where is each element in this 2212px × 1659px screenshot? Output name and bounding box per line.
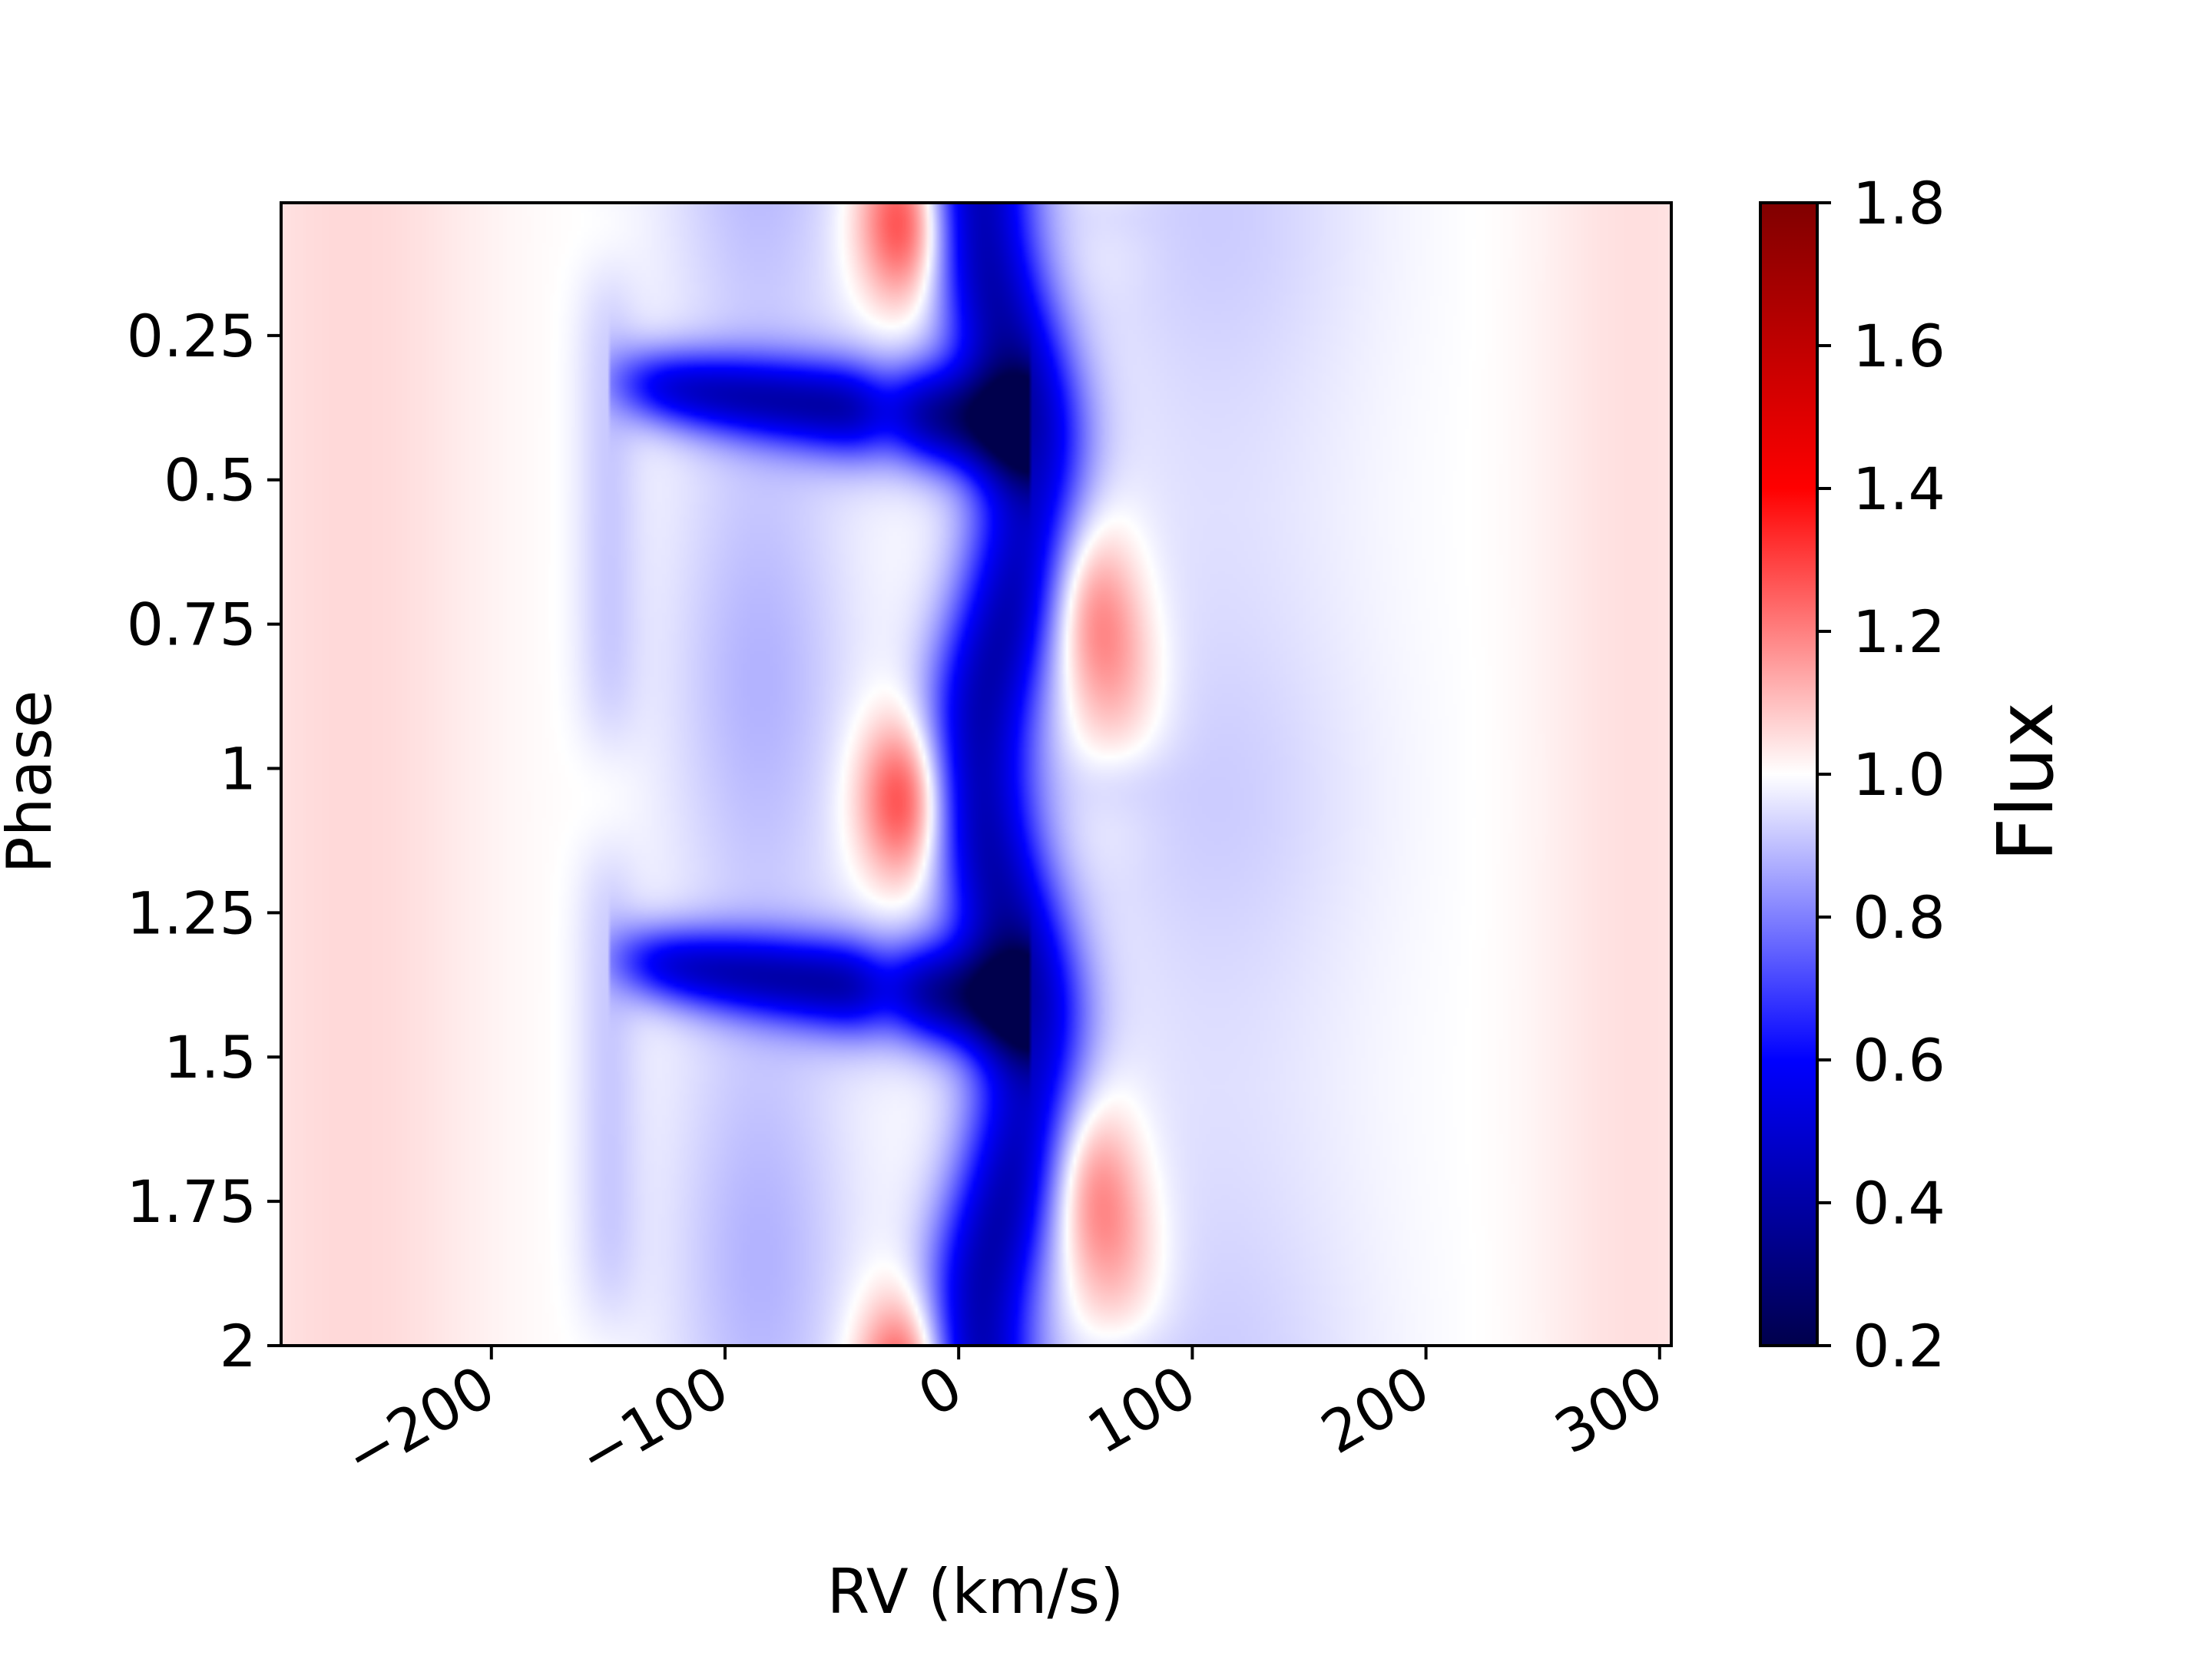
colorbar-tick-label: 0.4 bbox=[1853, 1169, 1945, 1237]
heatmap-image bbox=[281, 203, 1671, 1346]
y-tick-label: 0.25 bbox=[127, 302, 257, 370]
colorbar-tick-label: 1.8 bbox=[1853, 169, 1945, 237]
x-tick-label: −200 bbox=[333, 1353, 505, 1492]
y-tick-label: 1.25 bbox=[127, 879, 257, 947]
x-tick-label: 200 bbox=[1310, 1353, 1440, 1468]
y-axis: 0.25 0.5 0.75 1 1.25 1.5 1.75 2 bbox=[127, 302, 281, 1380]
colorbar-tick-label: 0.2 bbox=[1853, 1312, 1945, 1380]
x-tick-label: −100 bbox=[567, 1353, 740, 1492]
colorbar-tick-label: 1.0 bbox=[1853, 740, 1945, 809]
colorbar-axis: 0.2 0.4 0.6 0.8 1.0 1.2 1.4 1.6 1.8 bbox=[1817, 169, 1945, 1380]
x-axis-label: RV (km/s) bbox=[827, 1556, 1124, 1628]
plot-frame bbox=[280, 201, 1673, 1347]
colorbar-tick-label: 1.6 bbox=[1853, 312, 1945, 380]
x-tick-label: 0 bbox=[907, 1353, 973, 1430]
y-axis-label: Phase bbox=[0, 690, 65, 874]
y-tick-label: 0.75 bbox=[127, 591, 257, 659]
colorbar-tick-label: 1.2 bbox=[1853, 598, 1945, 666]
colorbar-label: Flux bbox=[1981, 702, 2071, 862]
heatmap-raster bbox=[281, 203, 1671, 1346]
y-tick-label: 2 bbox=[220, 1312, 257, 1380]
y-tick-label: 1.5 bbox=[164, 1023, 257, 1091]
y-tick-label: 1.75 bbox=[127, 1167, 257, 1236]
x-tick-label: 100 bbox=[1076, 1353, 1207, 1468]
colorbar bbox=[1759, 201, 1819, 1347]
x-axis: −200 −100 0 100 200 300 bbox=[333, 1346, 1674, 1492]
colorbar-tick-label: 0.8 bbox=[1853, 883, 1945, 952]
colorbar-tick-label: 0.6 bbox=[1853, 1026, 1945, 1094]
y-tick-label: 1 bbox=[220, 734, 257, 803]
colorbar-tick-label: 1.4 bbox=[1853, 455, 1945, 523]
y-tick-label: 0.5 bbox=[164, 446, 257, 515]
x-tick-label: 300 bbox=[1544, 1353, 1674, 1468]
